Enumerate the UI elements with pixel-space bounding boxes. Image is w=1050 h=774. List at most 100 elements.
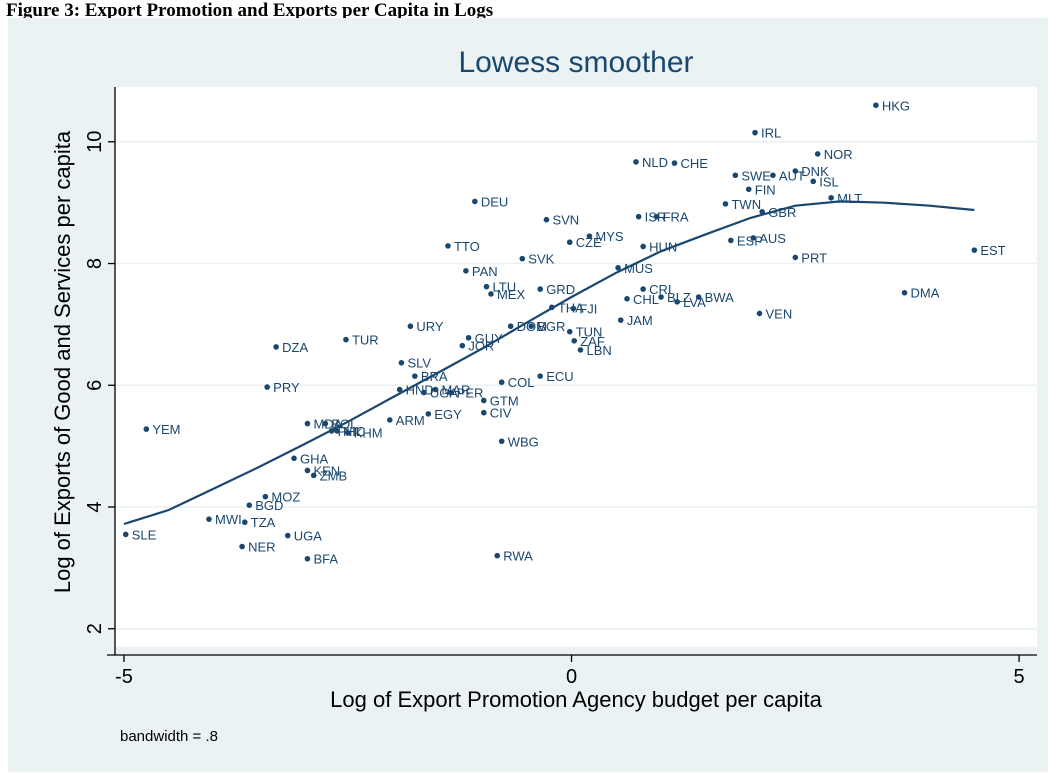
data-point-bgd bbox=[246, 502, 253, 508]
point-label-lbn: LBN bbox=[586, 343, 611, 358]
data-point-aut bbox=[770, 172, 776, 179]
data-point-hnd bbox=[396, 386, 403, 393]
data-point-ken bbox=[304, 467, 311, 474]
data-point-hkg bbox=[873, 102, 879, 109]
axes: 2 4 6 8 10 -5 0 5 bbox=[84, 87, 1037, 688]
point-label-svk: SVK bbox=[528, 252, 554, 267]
data-point-uga bbox=[421, 389, 427, 396]
point-label-pry: PRY bbox=[273, 380, 300, 395]
point-label-irl: IRL bbox=[761, 126, 781, 141]
plot-area bbox=[115, 87, 1037, 647]
point-label-deu: DEU bbox=[481, 194, 508, 209]
data-point-uga bbox=[284, 532, 291, 539]
data-point-tun bbox=[566, 328, 573, 335]
y-tick-label: 2 bbox=[84, 623, 106, 634]
point-label-zmb: ZMB bbox=[320, 468, 347, 483]
data-point-jam bbox=[617, 317, 624, 323]
data-point-twn bbox=[722, 201, 729, 207]
point-label-jor: JOR bbox=[468, 339, 494, 354]
point-label-nld: NLD bbox=[642, 155, 668, 170]
data-point-dnk bbox=[792, 168, 799, 174]
grid-lines bbox=[115, 141, 1037, 630]
data-point-nic bbox=[334, 428, 340, 434]
data-point-mar bbox=[432, 386, 439, 393]
data-point-guy bbox=[465, 334, 472, 341]
point-label-zaf: ZAF bbox=[580, 334, 605, 349]
point-label-bgd: BGD bbox=[255, 498, 283, 513]
point-label-bra: BRA bbox=[421, 369, 448, 384]
data-point-dma bbox=[901, 289, 908, 296]
data-point-col bbox=[498, 379, 505, 386]
point-label-blz: BLZ bbox=[667, 290, 691, 305]
point-label-bgr: BGR bbox=[537, 319, 565, 334]
point-label-fin: FIN bbox=[755, 182, 776, 197]
data-point-dom bbox=[507, 323, 514, 330]
data-point-moz bbox=[262, 493, 269, 500]
point-label-dza: DZA bbox=[282, 340, 308, 355]
point-label-prt: PRT bbox=[801, 250, 827, 265]
point-label-tza: TZA bbox=[251, 515, 276, 530]
point-label-swe: SWE bbox=[741, 168, 771, 183]
point-label-tun: TUN bbox=[576, 325, 603, 340]
data-point-chl bbox=[624, 296, 630, 302]
y-tick-label: 8 bbox=[84, 258, 106, 269]
data-point-khm bbox=[344, 429, 351, 436]
data-point-jor bbox=[459, 342, 466, 349]
data-point-bgr bbox=[528, 323, 535, 330]
point-label-ner: NER bbox=[248, 540, 275, 555]
data-point-tza bbox=[241, 519, 248, 526]
data-point-nor bbox=[814, 151, 821, 157]
x-axis-title: Log of Export Promotion Agency budget pe… bbox=[330, 687, 822, 712]
data-point-zaf bbox=[571, 338, 578, 344]
data-point-irl bbox=[752, 129, 758, 136]
point-label-civ: CIV bbox=[490, 406, 512, 421]
data-point-nld bbox=[633, 159, 639, 165]
point-label-egy: EGY bbox=[434, 407, 462, 422]
data-point-civ bbox=[481, 409, 487, 416]
point-label-rwa: RWA bbox=[503, 549, 533, 564]
data-point-dza bbox=[273, 344, 279, 350]
point-label-mlt: MLT bbox=[837, 191, 862, 206]
data-point-mus bbox=[615, 264, 621, 271]
point-label-aut: AUT bbox=[779, 168, 805, 183]
point-label-gbr: GBR bbox=[768, 205, 796, 220]
point-label-fra: FRA bbox=[663, 210, 689, 225]
point-label-ury: URY bbox=[416, 319, 444, 334]
data-point-bwa bbox=[695, 294, 702, 300]
point-label-chl: CHL bbox=[633, 292, 659, 307]
chart-title: Lowess smoother bbox=[458, 46, 693, 79]
figure-heading: Figure 3: Export Promotion and Exports p… bbox=[6, 0, 494, 21]
data-point-fin bbox=[745, 186, 752, 193]
point-label-mwi: MWI bbox=[215, 512, 242, 527]
point-label-aus: AUS bbox=[759, 231, 786, 246]
data-point-aus bbox=[750, 235, 757, 241]
data-point-rwa bbox=[494, 552, 501, 559]
data-point-prt bbox=[792, 254, 799, 261]
y-tick-label: 4 bbox=[84, 501, 106, 512]
data-point-fra bbox=[653, 213, 660, 220]
point-label-dma: DMA bbox=[911, 286, 940, 301]
data-point-zmb bbox=[310, 472, 317, 479]
point-label-lva: LVA bbox=[683, 295, 706, 310]
data-point-mda bbox=[304, 420, 311, 427]
data-point-swe bbox=[732, 172, 739, 179]
data-point-mys bbox=[586, 233, 593, 239]
data-point-est bbox=[971, 247, 978, 253]
point-label-uga: UGA bbox=[294, 529, 323, 544]
data-point-tur bbox=[343, 336, 349, 343]
data-point-lva bbox=[674, 299, 680, 305]
data-point-bfa bbox=[304, 555, 311, 562]
data-point-bra bbox=[412, 373, 418, 379]
point-label-dnk: DNK bbox=[801, 164, 829, 179]
point-label-uga: UGA bbox=[430, 386, 459, 401]
point-label-mex: MEX bbox=[497, 287, 526, 302]
x-tick-label: -5 bbox=[115, 666, 133, 688]
data-point-esp bbox=[728, 237, 734, 244]
point-label-tur: TUR bbox=[352, 333, 379, 348]
data-point-lbn bbox=[577, 347, 584, 353]
point-label-tto: TTO bbox=[454, 239, 480, 254]
point-label-wbg: WBG bbox=[508, 434, 539, 449]
point-label-slv: SLV bbox=[407, 356, 431, 371]
data-point-che bbox=[671, 160, 678, 166]
